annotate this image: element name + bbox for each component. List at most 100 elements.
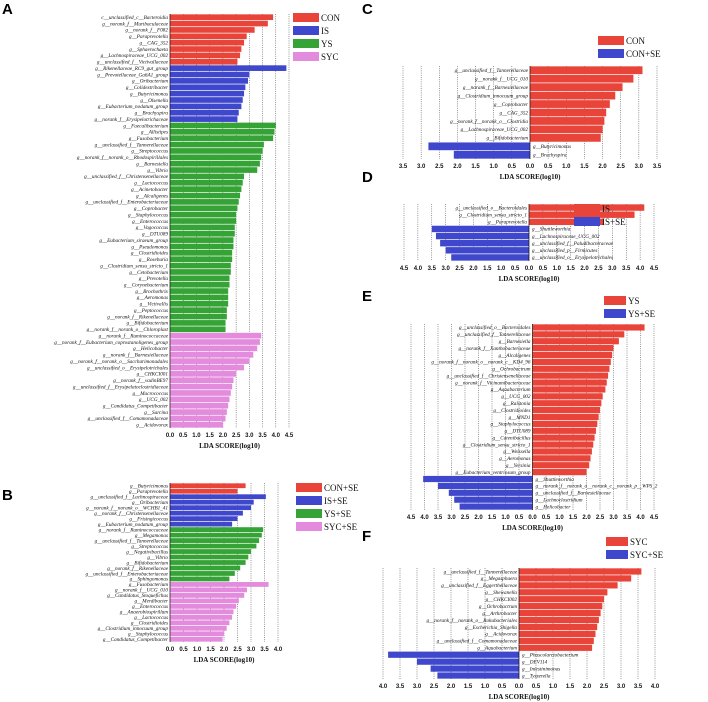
bar-label: g__CHKCI001 xyxy=(137,372,169,378)
x-axis-title: LDA SCORE(log10) xyxy=(194,656,256,664)
panel-label-f: F xyxy=(362,528,371,545)
tick-label: 4.0 xyxy=(272,433,281,439)
bar-label: g__norank_f__norank_o__Clostridia xyxy=(450,118,528,125)
tick-label: 3.5 xyxy=(653,164,662,170)
bar-label: g__unclassified_f__Tannerellaceae xyxy=(457,331,531,338)
tick-label: 0.5 xyxy=(542,515,551,521)
bar xyxy=(170,14,274,21)
bar-label: g__norank_f__Ruminococcaceae xyxy=(99,332,169,339)
bar xyxy=(170,300,229,307)
tick-label: 4.5 xyxy=(650,515,659,521)
bar-label: g__norank_f__norank_o__Rokubacteriales xyxy=(427,617,517,624)
bar xyxy=(170,587,247,593)
bar xyxy=(170,560,246,565)
tick-label: 0.5 xyxy=(179,433,188,439)
bar-label: g__norank_f__UCG_010 xyxy=(115,587,168,594)
panel-label-c: C xyxy=(362,1,373,18)
tick-label: 0.5 xyxy=(539,266,548,272)
tick-label: 0.5 xyxy=(544,164,553,170)
bar-label: g__Clostridium_sensu_stricto_1 xyxy=(459,212,527,218)
legend-swatch xyxy=(293,52,319,61)
bar-label: g__Brachyspira xyxy=(533,153,567,159)
bar-label: g__norank_f__Rikenellaceae xyxy=(107,565,168,572)
bar-label: g__Pseudomonas xyxy=(131,244,168,250)
panel-a: c__unclassified_c__Bacteroidiag__norank_… xyxy=(54,13,341,450)
bar-label: g__Bifidobacterium xyxy=(487,135,529,142)
tick-label: 2.0 xyxy=(219,433,228,439)
bar-label: g__Roseburia xyxy=(139,257,169,263)
bar-label: g__Helicobacter xyxy=(536,504,572,510)
bar xyxy=(170,20,268,27)
tick-label: 3.5 xyxy=(399,164,408,170)
bar-label: g__Macrococcus xyxy=(132,391,168,397)
bar-label: g__Lachnospiraceae_UCG_002 xyxy=(532,234,600,240)
tick-label: 2.5 xyxy=(233,647,242,653)
legend-swatch xyxy=(293,39,319,48)
bar xyxy=(170,179,243,186)
tick-label: 4.0 xyxy=(274,647,283,653)
bar-label: g__Vibrio xyxy=(147,555,168,561)
bar xyxy=(170,377,234,384)
bar-label: g__unclassified_f__Tannerellaceae xyxy=(455,67,529,74)
bar xyxy=(170,364,245,371)
bar-label: g__Tyzzerella xyxy=(522,673,551,679)
bar-label: g__norank_f__Muribaculaceae xyxy=(102,20,168,27)
tick-label: 1.5 xyxy=(569,515,578,521)
tick-label: 3.0 xyxy=(447,515,456,521)
bar xyxy=(170,109,239,116)
bar-label: g__Acidovorax xyxy=(136,423,168,429)
panel-e: g__unclassified_o__Bacteroidalesg__uncla… xyxy=(407,296,659,532)
bar xyxy=(170,256,233,263)
legend-swatch xyxy=(606,537,628,546)
bar-label: g__unclassified_f__Enterobacteriaceae xyxy=(85,199,168,206)
tick-label: 0.5 xyxy=(511,266,520,272)
tick-label: 2.5 xyxy=(435,164,444,170)
bar-label: g__Weissella xyxy=(503,449,531,455)
bar xyxy=(170,46,242,52)
bar-label: g__Butyricimonas xyxy=(533,144,571,150)
bar xyxy=(454,496,533,503)
legend-swatch xyxy=(296,522,322,531)
bar-label: g__Coprobacter xyxy=(494,102,529,108)
bar-label: g__Enterococcus xyxy=(132,604,168,610)
legend-swatch xyxy=(296,483,322,492)
bar xyxy=(519,644,593,651)
tick-label: 3.5 xyxy=(428,266,437,272)
bar xyxy=(170,371,237,377)
tick-label: 3.0 xyxy=(245,433,254,439)
bar-label: g__Lactococcus xyxy=(134,181,168,187)
bar-label: g__unclassified_f__Paludibacteraceae xyxy=(532,240,614,247)
bar xyxy=(519,568,642,575)
bar-label: g__MND1 xyxy=(509,415,531,421)
bar-label: g__Clostridium_sensu_stricto_1 xyxy=(463,442,531,448)
bar-label: g__CAG_352 xyxy=(139,40,168,46)
bar xyxy=(170,192,241,199)
legend-label: SYC+SE xyxy=(324,522,358,532)
tick-label: 2.0 xyxy=(453,164,462,170)
tick-label: 0.5 xyxy=(532,684,541,690)
bar-label: g__Shewanella xyxy=(485,590,517,596)
bar-label: g__Megasphaera xyxy=(481,576,518,582)
tick-label: 1.0 xyxy=(481,684,490,690)
bar-label: g__unclassified_f__Comamonadaceae xyxy=(437,638,518,645)
bar-label: g__Intestinimonas xyxy=(522,666,560,672)
bar xyxy=(170,186,242,192)
bar xyxy=(170,345,258,352)
bar xyxy=(519,623,598,631)
tick-label: 3.5 xyxy=(623,515,632,521)
bar xyxy=(170,582,269,587)
tick-label: 4.5 xyxy=(400,266,409,272)
bar-label: g__unclassified_o__Erysipelotrichales xyxy=(532,254,613,261)
bar xyxy=(532,372,609,379)
bar xyxy=(170,205,238,212)
bar-label: g__Olsenella xyxy=(140,98,168,104)
bar xyxy=(170,294,229,301)
bar xyxy=(430,665,519,672)
bar-label: g__unclassified_f__Lachnospiraceae xyxy=(90,494,168,501)
tick-label: 3.0 xyxy=(609,515,618,521)
tick-label: 0.5 xyxy=(179,647,188,653)
bar-label: g__Staphylococcus xyxy=(490,422,530,428)
bar xyxy=(170,281,230,288)
bar xyxy=(170,598,239,604)
